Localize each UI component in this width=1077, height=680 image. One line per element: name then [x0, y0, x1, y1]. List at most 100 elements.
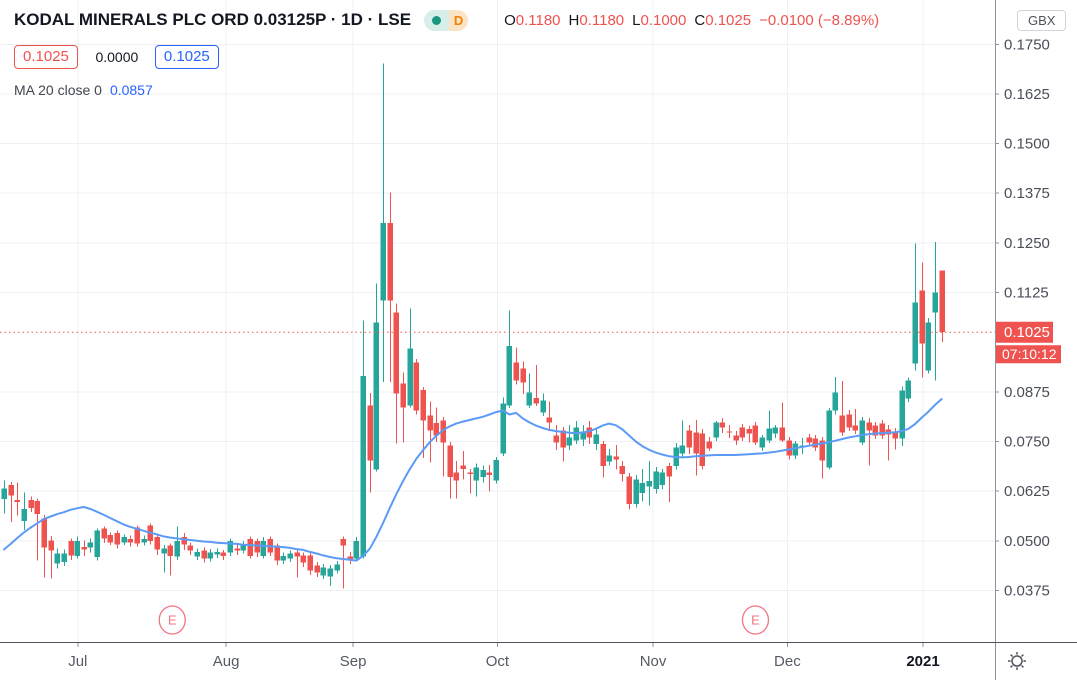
candle-up: [227, 538, 233, 557]
candle-down: [486, 464, 492, 492]
ohlc-open-label: O: [504, 11, 516, 29]
candle-up: [380, 63, 386, 382]
ohlc-close-label: C: [694, 11, 706, 29]
candle-down: [220, 549, 226, 561]
candle-down: [706, 437, 712, 451]
candle-down: [201, 547, 207, 563]
candle-down: [367, 393, 373, 493]
candle-down: [919, 262, 925, 378]
candle-up: [633, 474, 639, 508]
candle-down: [533, 364, 539, 407]
candle-down: [400, 372, 406, 443]
candle-up: [74, 536, 80, 559]
candle-down: [733, 431, 739, 446]
candle-down: [806, 433, 812, 446]
candle-down: [586, 421, 592, 444]
candle-up: [506, 310, 512, 409]
ohlc-close-value: 0.1025: [705, 11, 752, 29]
price-axis-label: 0.1375: [1004, 185, 1050, 202]
time-axis-label: Nov: [640, 653, 667, 670]
candle-down: [314, 562, 320, 577]
candle-down: [453, 460, 459, 499]
candle-up: [334, 561, 340, 574]
candle-up: [646, 460, 652, 506]
price-axis-label: 0.1500: [1004, 136, 1050, 153]
candle-up: [639, 468, 645, 502]
candle-up: [899, 386, 905, 446]
candle-down: [107, 532, 113, 546]
candle-up: [493, 456, 499, 484]
candle-down: [666, 462, 672, 503]
candle-down: [154, 534, 160, 556]
currency-unit-badge[interactable]: GBX: [1017, 10, 1067, 31]
candle-up: [280, 552, 286, 565]
time-axis-label: Jul: [68, 653, 87, 670]
price-scale-settings-button[interactable]: [1004, 648, 1030, 674]
candle-down: [839, 381, 845, 436]
candle-up: [832, 377, 838, 415]
candle-down: [101, 526, 107, 544]
candle-up: [932, 242, 938, 381]
earnings-marker-letter: E: [751, 613, 760, 628]
ohlc-low-label: L: [632, 11, 641, 29]
candle-down: [693, 420, 699, 476]
candle-up: [61, 549, 67, 567]
candle-down: [686, 425, 692, 454]
candle-down: [68, 538, 74, 560]
sell-price-button[interactable]: 0.1025: [14, 45, 78, 69]
candle-down: [413, 358, 419, 415]
candle-up: [240, 541, 246, 554]
candle-down: [127, 535, 133, 547]
candle-up: [320, 564, 326, 579]
candle-up: [194, 548, 200, 561]
candle-up: [593, 429, 599, 450]
ma-legend-row[interactable]: MA 20 close 0 0.0857: [14, 82, 879, 98]
candle-down: [420, 387, 426, 459]
candle-up: [653, 466, 659, 494]
price-axis-label: 0.0750: [1004, 433, 1050, 450]
candle-down: [852, 408, 858, 434]
candle-down: [939, 270, 945, 343]
candle-down: [234, 543, 240, 556]
candle-up: [353, 537, 359, 562]
earnings-marker-letter: E: [168, 613, 177, 628]
candle-up: [772, 425, 778, 438]
gear-icon: [1008, 652, 1026, 670]
earnings-marker[interactable]: E: [158, 605, 186, 635]
candle-down: [14, 482, 20, 516]
buy-price-button[interactable]: 0.1025: [154, 45, 219, 69]
candle-up: [679, 420, 685, 458]
candle-down: [467, 468, 473, 494]
candle-up: [912, 243, 918, 371]
candle-up: [480, 465, 486, 483]
price-axis-label: 0.1250: [1004, 235, 1050, 252]
earnings-marker[interactable]: E: [741, 605, 770, 635]
candle-down: [247, 536, 253, 559]
order-buttons-row: 0.1025 0.0000 0.1025: [14, 45, 879, 69]
candle-up: [407, 308, 413, 408]
time-axis-label: Aug: [213, 653, 240, 670]
candle-up: [360, 320, 366, 559]
candle-up: [606, 449, 612, 466]
candle-down: [513, 347, 519, 385]
price-axis-label: 0.1750: [1004, 36, 1050, 53]
candle-down: [719, 418, 725, 434]
ohlc-low-value: 0.1000: [640, 11, 687, 29]
price-axis-label: 0.0500: [1004, 533, 1050, 550]
candle-down: [427, 401, 433, 463]
market-status-interval-badge[interactable]: D: [424, 9, 469, 31]
candle-down: [746, 425, 752, 443]
market-open-dot-icon: [432, 15, 442, 25]
candle-down: [885, 425, 891, 461]
candle-down: [41, 514, 47, 578]
candle-down: [447, 441, 453, 499]
candle-up: [161, 545, 167, 573]
candle-up: [214, 548, 220, 558]
candle-down: [546, 401, 552, 430]
candle-down: [460, 450, 466, 480]
candle-down: [440, 417, 446, 477]
change-readout: −0.0100 (−8.89%): [759, 11, 880, 29]
candle-up: [859, 417, 865, 446]
